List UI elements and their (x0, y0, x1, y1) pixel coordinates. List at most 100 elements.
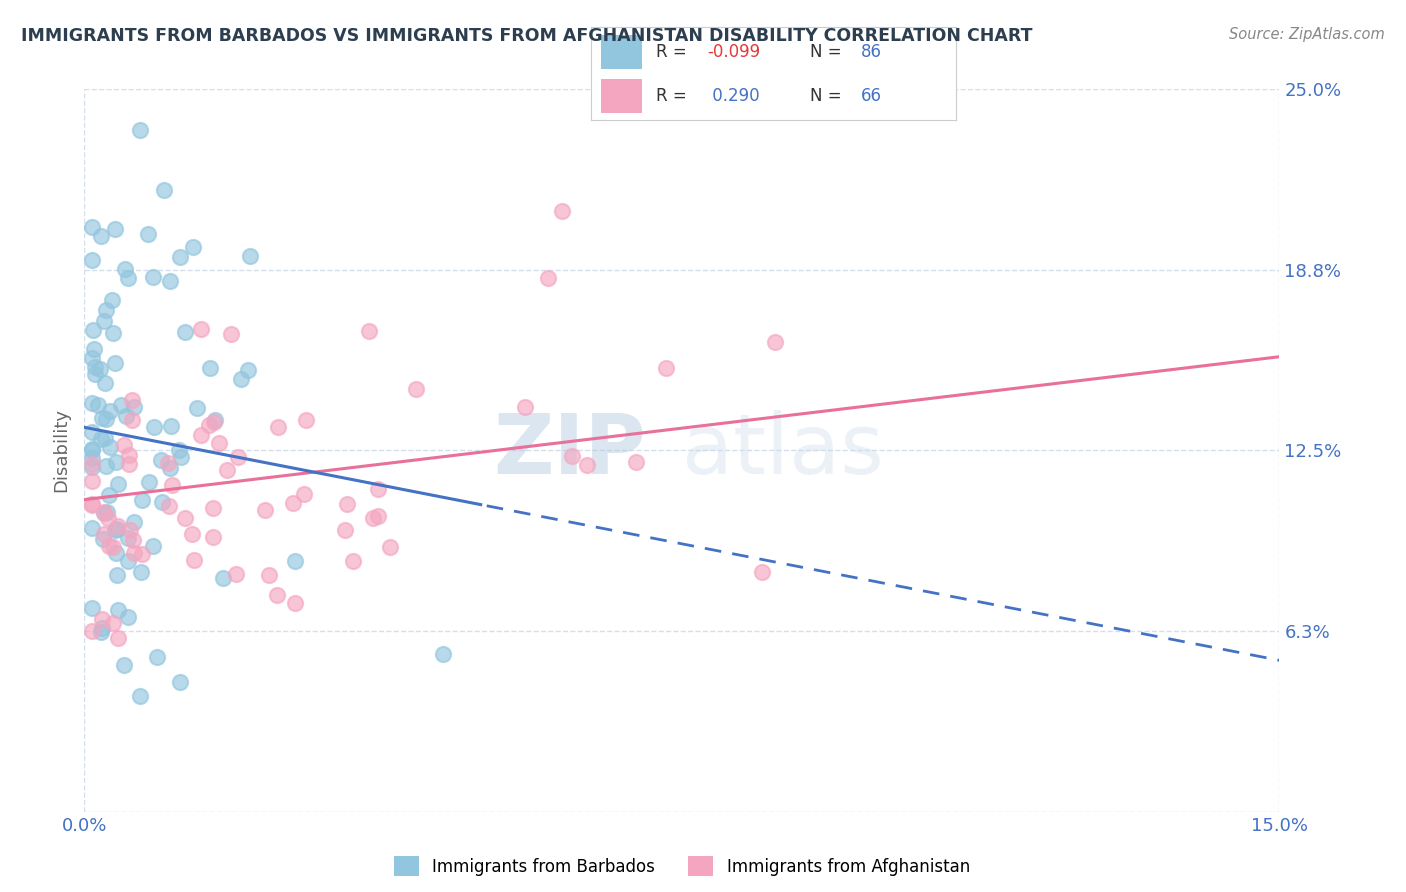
Text: R =: R = (657, 43, 688, 61)
Point (82, 220, 104, 235)
Point (238, 363, 260, 377)
Point (336, 497, 359, 511)
Point (576, 458, 599, 472)
Point (115, 409, 138, 423)
Point (342, 554, 364, 568)
Point (90, 433, 112, 447)
Text: 66: 66 (860, 87, 882, 105)
Point (94, 458, 117, 473)
Point (104, 222, 127, 236)
Point (159, 274, 181, 288)
Text: IMMIGRANTS FROM BARBADOS VS IMMIGRANTS FROM AFGHANISTAN DISABILITY CORRELATION C: IMMIGRANTS FROM BARBADOS VS IMMIGRANTS F… (21, 27, 1032, 45)
Point (107, 477, 129, 491)
Point (198, 417, 221, 432)
Point (101, 615, 124, 630)
Point (82, 457, 104, 471)
Point (121, 392, 143, 407)
Point (284, 554, 307, 568)
Point (93, 506, 115, 520)
Point (212, 571, 235, 585)
Point (181, 527, 204, 541)
Point (82, 474, 104, 488)
Point (96, 505, 118, 519)
Point (561, 450, 583, 464)
Point (266, 588, 288, 602)
Point (96, 302, 118, 317)
Point (536, 270, 558, 285)
Point (405, 383, 427, 397)
Text: N =: N = (810, 87, 841, 105)
Point (281, 496, 304, 510)
Point (157, 499, 180, 513)
FancyBboxPatch shape (602, 35, 641, 69)
Point (82, 451, 104, 466)
Point (107, 632, 129, 646)
Point (138, 475, 160, 489)
Point (294, 412, 316, 426)
Point (82, 442, 104, 457)
Text: ZIP: ZIP (494, 410, 647, 491)
Text: N =: N = (810, 43, 841, 61)
Text: 86: 86 (860, 43, 882, 61)
Point (82, 460, 104, 475)
Point (167, 443, 190, 458)
Point (208, 435, 231, 450)
Point (112, 657, 135, 672)
Point (117, 554, 139, 568)
Point (143, 420, 166, 434)
Point (124, 546, 146, 560)
Point (190, 427, 212, 442)
Point (367, 482, 389, 496)
Point (82, 396, 104, 410)
Point (110, 398, 132, 412)
Point (94, 376, 117, 391)
Point (170, 450, 193, 464)
Point (83, 343, 105, 357)
Point (93, 313, 115, 327)
Point (136, 227, 159, 241)
Point (105, 523, 128, 537)
Point (432, 647, 454, 661)
Point (150, 452, 173, 467)
Point (83, 367, 105, 381)
Point (131, 492, 153, 507)
Point (122, 533, 145, 548)
Point (105, 546, 128, 560)
Point (118, 457, 141, 471)
Point (219, 327, 242, 342)
Point (225, 567, 247, 582)
Point (359, 324, 381, 338)
Point (98, 403, 121, 417)
Point (104, 356, 127, 370)
Point (97, 487, 120, 501)
Point (159, 460, 181, 475)
Point (150, 495, 173, 509)
Point (367, 509, 389, 524)
Point (84, 359, 107, 374)
Point (183, 553, 205, 567)
Point (174, 325, 197, 339)
Text: -0.099: -0.099 (707, 43, 761, 61)
Point (122, 400, 145, 414)
Point (202, 415, 225, 429)
Point (91, 411, 114, 425)
Point (96, 412, 118, 426)
Point (117, 532, 139, 546)
Point (335, 524, 357, 538)
Point (98, 540, 121, 554)
Point (82, 323, 104, 337)
Point (82, 425, 104, 439)
Point (361, 510, 384, 524)
Text: 0.290: 0.290 (707, 87, 761, 105)
Point (101, 326, 124, 340)
Point (107, 603, 129, 617)
Point (82, 253, 104, 268)
Point (254, 503, 277, 517)
Point (624, 455, 647, 469)
Y-axis label: Disability: Disability (52, 409, 70, 492)
Point (114, 261, 136, 276)
Point (107, 519, 129, 533)
Point (215, 463, 238, 477)
Point (118, 448, 141, 462)
Point (122, 515, 145, 529)
